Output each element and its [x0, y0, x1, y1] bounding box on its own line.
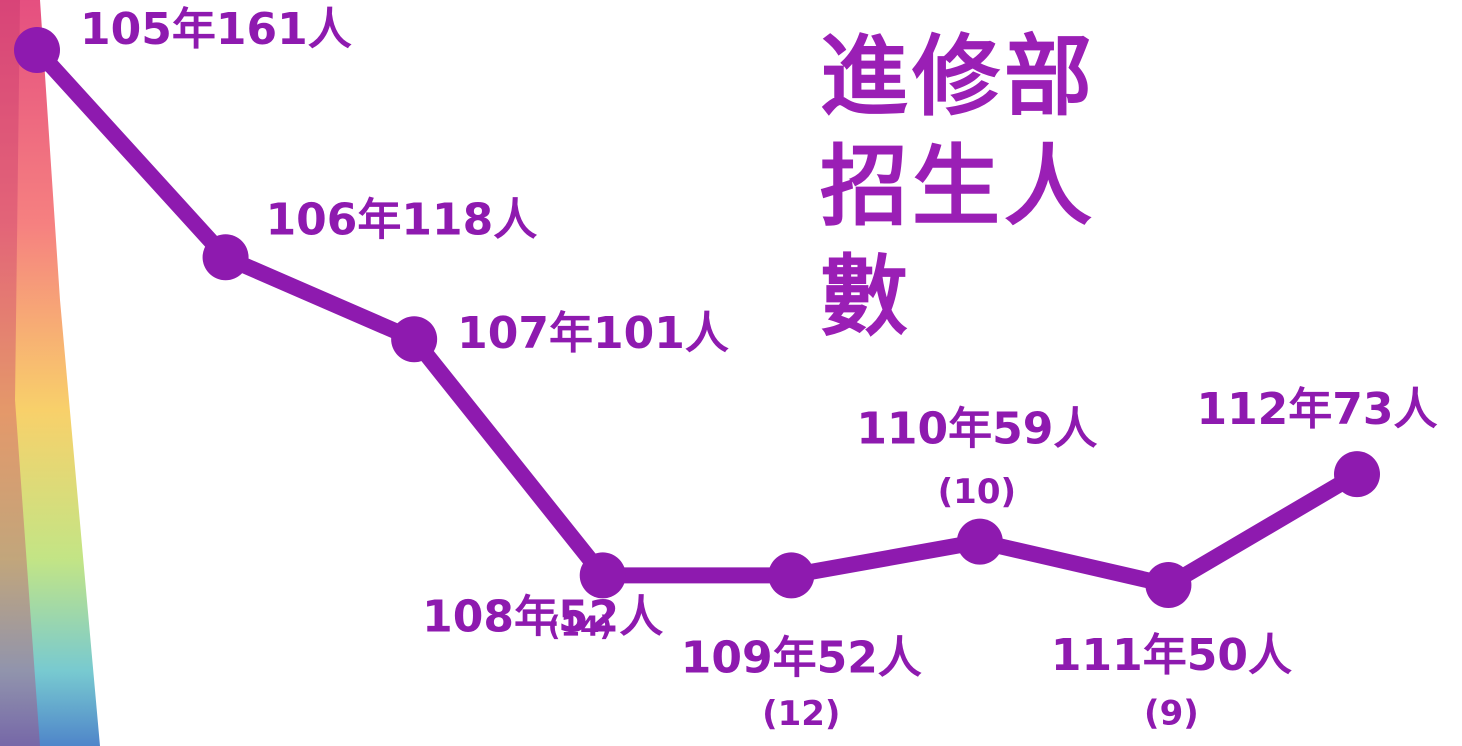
data-label: 107年101人	[457, 308, 729, 359]
point	[1334, 451, 1380, 497]
point	[957, 519, 1003, 565]
chart-title: 進修部招生人數	[820, 22, 1120, 352]
chart: 105年161人 106年118人 107年101人 108年52人(14) 109年5…	[0, 0, 1462, 746]
sub-label: (14)	[548, 609, 613, 642]
point	[391, 316, 437, 362]
point	[14, 27, 60, 73]
point	[768, 552, 814, 598]
data-label: 109年52人	[681, 632, 922, 683]
data-label: 111年50人	[1051, 630, 1292, 681]
point	[203, 234, 249, 280]
data-label: 110年59人	[856, 404, 1097, 455]
slide: 105年161人 106年118人 107年101人 108年52人(14) 109年5…	[0, 0, 1462, 746]
data-label: 112年73人	[1196, 384, 1437, 435]
sub-label: (10)	[938, 472, 1016, 512]
data-label: 106年118人	[266, 194, 538, 245]
sub-label: (12)	[762, 694, 840, 734]
point	[1145, 562, 1191, 608]
sub-label: (9)	[1144, 694, 1199, 734]
data-label: 108年52人	[422, 591, 663, 642]
data-label: 105年161人	[80, 4, 352, 55]
